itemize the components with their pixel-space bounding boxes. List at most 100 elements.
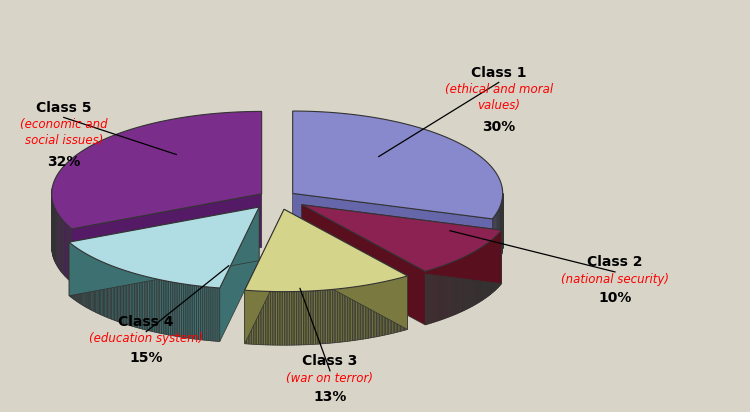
Polygon shape (459, 259, 460, 313)
Polygon shape (327, 290, 329, 344)
Polygon shape (74, 246, 76, 301)
Polygon shape (462, 258, 463, 311)
Polygon shape (134, 273, 136, 328)
Polygon shape (367, 285, 368, 339)
Polygon shape (140, 275, 141, 329)
Polygon shape (332, 289, 334, 343)
Polygon shape (72, 194, 262, 283)
Polygon shape (244, 209, 284, 344)
Polygon shape (68, 226, 70, 281)
Polygon shape (454, 261, 455, 315)
Polygon shape (399, 278, 400, 332)
Polygon shape (433, 269, 435, 322)
Polygon shape (493, 218, 494, 272)
Polygon shape (295, 292, 296, 345)
Polygon shape (244, 209, 407, 292)
Polygon shape (220, 207, 259, 342)
Polygon shape (381, 282, 382, 336)
Polygon shape (336, 289, 338, 343)
Polygon shape (494, 216, 495, 271)
Polygon shape (349, 288, 351, 341)
Polygon shape (165, 281, 166, 335)
Polygon shape (244, 290, 247, 344)
Polygon shape (394, 279, 396, 333)
Polygon shape (302, 205, 425, 325)
Polygon shape (251, 290, 254, 344)
Polygon shape (170, 282, 172, 336)
Polygon shape (206, 287, 208, 341)
Polygon shape (70, 243, 72, 298)
Polygon shape (161, 280, 164, 334)
Polygon shape (358, 286, 361, 340)
Polygon shape (85, 253, 86, 307)
Polygon shape (196, 286, 199, 339)
Polygon shape (174, 282, 176, 336)
Polygon shape (284, 292, 286, 345)
Polygon shape (138, 274, 140, 328)
Polygon shape (431, 269, 433, 323)
Polygon shape (60, 216, 61, 272)
Polygon shape (356, 286, 357, 340)
Polygon shape (439, 267, 440, 321)
Polygon shape (464, 257, 465, 311)
Polygon shape (428, 270, 430, 324)
Polygon shape (190, 285, 193, 339)
Polygon shape (214, 288, 216, 341)
Polygon shape (357, 286, 358, 340)
Polygon shape (430, 269, 431, 323)
Polygon shape (463, 257, 464, 311)
Polygon shape (290, 292, 291, 345)
Polygon shape (472, 252, 473, 306)
Polygon shape (119, 268, 121, 323)
Polygon shape (400, 277, 402, 331)
Polygon shape (291, 292, 293, 345)
Polygon shape (56, 211, 58, 267)
Polygon shape (339, 288, 340, 342)
Polygon shape (322, 290, 324, 344)
Polygon shape (110, 265, 112, 319)
Polygon shape (154, 279, 156, 332)
Polygon shape (378, 283, 380, 337)
Polygon shape (498, 210, 499, 265)
Polygon shape (98, 260, 99, 314)
Polygon shape (274, 292, 276, 345)
Polygon shape (121, 269, 122, 323)
Polygon shape (319, 290, 320, 344)
Polygon shape (382, 282, 384, 336)
Polygon shape (298, 291, 300, 345)
Polygon shape (288, 292, 290, 345)
Polygon shape (127, 271, 128, 325)
Polygon shape (398, 278, 399, 332)
Polygon shape (144, 276, 146, 330)
Polygon shape (61, 218, 62, 273)
Polygon shape (404, 277, 405, 331)
Polygon shape (254, 291, 255, 344)
Polygon shape (442, 265, 444, 319)
Polygon shape (457, 260, 458, 314)
Polygon shape (388, 281, 390, 334)
Polygon shape (447, 264, 448, 318)
Polygon shape (248, 290, 250, 344)
Polygon shape (445, 265, 446, 318)
Polygon shape (247, 290, 248, 344)
Text: Class 5: Class 5 (36, 101, 92, 115)
Text: Class 2: Class 2 (587, 255, 643, 269)
Polygon shape (465, 256, 466, 310)
Polygon shape (320, 290, 322, 344)
Text: Class 3: Class 3 (302, 354, 358, 368)
Polygon shape (286, 292, 288, 345)
Polygon shape (308, 291, 310, 345)
Polygon shape (69, 207, 259, 296)
Polygon shape (324, 290, 326, 344)
Polygon shape (55, 208, 56, 263)
Polygon shape (387, 281, 388, 335)
Polygon shape (467, 255, 468, 309)
Polygon shape (331, 290, 332, 343)
Polygon shape (255, 291, 257, 344)
Text: (education system): (education system) (89, 332, 203, 346)
Polygon shape (471, 253, 472, 307)
Polygon shape (384, 281, 386, 335)
Polygon shape (426, 271, 427, 325)
Polygon shape (362, 286, 364, 339)
Polygon shape (495, 214, 496, 269)
